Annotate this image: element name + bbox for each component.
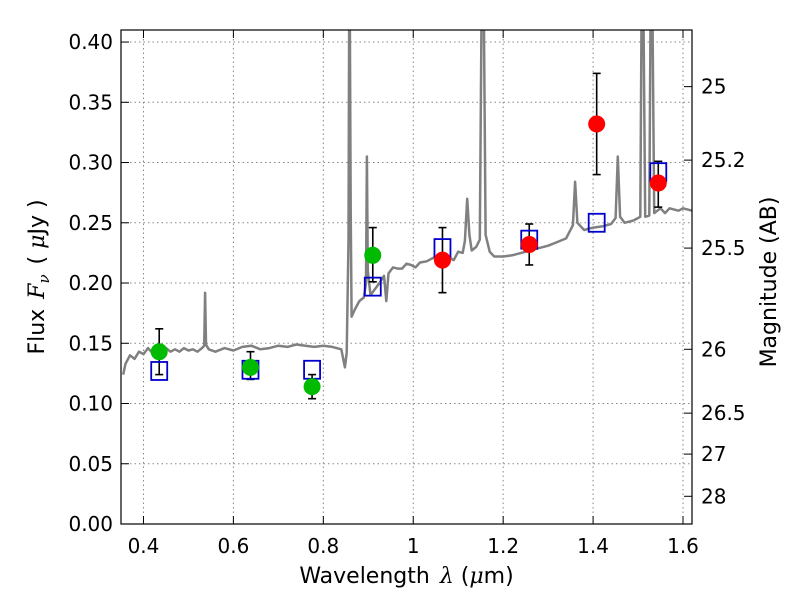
x-tick-label: 1.4	[577, 534, 609, 558]
y2-tick-label: 26	[701, 337, 726, 361]
red-data-point	[520, 235, 538, 253]
y-axis-label: FluxFν( μJy )	[25, 199, 53, 354]
y-tick-label: 0.40	[68, 30, 113, 54]
y-tick-label: 0.30	[68, 151, 113, 175]
green-data-point	[150, 343, 168, 361]
tick-layer: 0.4 0.6 0.8 1 1.2 1.4 1.6 0.00 0.05 0.10 0.15 0.20 0…	[68, 30, 746, 558]
y2-tick-label: 25.2	[701, 148, 746, 172]
green-data-point	[303, 378, 321, 396]
y-tick-label: 0.20	[68, 271, 113, 295]
y2-tick-label: 26.5	[701, 401, 746, 425]
y-tick-label: 0.35	[68, 90, 113, 114]
x-axis-label: Wavelength λ (μm)	[299, 564, 513, 589]
marker-layer	[150, 72, 668, 400]
x-tick-label: 0.6	[217, 534, 249, 558]
y-tick-label: 0.10	[68, 392, 113, 416]
secondary-y-axis-label: Magnitude (AB)	[757, 197, 782, 368]
x-tick-label: 0.4	[128, 534, 160, 558]
red-data-point	[588, 115, 606, 133]
spectrum-layer	[121, 30, 692, 375]
y2-tick-label: 27	[701, 442, 726, 466]
y-tick-label: 0.25	[68, 211, 113, 235]
axes-frame	[120, 29, 693, 525]
model-square-point	[150, 361, 169, 381]
y-tick-label: 0.00	[68, 512, 113, 536]
spectrum-line	[121, 30, 692, 375]
grid	[121, 30, 692, 524]
y-tick-label: 0.15	[68, 331, 113, 355]
y2-tick-label: 28	[701, 484, 726, 508]
plot-area	[121, 30, 692, 400]
y2-tick-label: 25.5	[701, 236, 746, 260]
red-data-point	[433, 251, 451, 269]
plot-frame	[120, 29, 693, 525]
x-tick-label: 1.6	[667, 534, 699, 558]
green-data-point	[364, 246, 382, 264]
model-square-point	[587, 212, 606, 233]
y2-tick-label: 25	[701, 75, 726, 99]
x-tick-label: 0.8	[307, 534, 339, 558]
model-square-point	[363, 276, 382, 297]
red-data-point	[649, 174, 667, 192]
green-data-point	[241, 358, 259, 376]
y-tick-label: 0.05	[68, 452, 113, 476]
x-tick-label: 1	[407, 534, 420, 558]
x-tick-label: 1.2	[487, 534, 519, 558]
